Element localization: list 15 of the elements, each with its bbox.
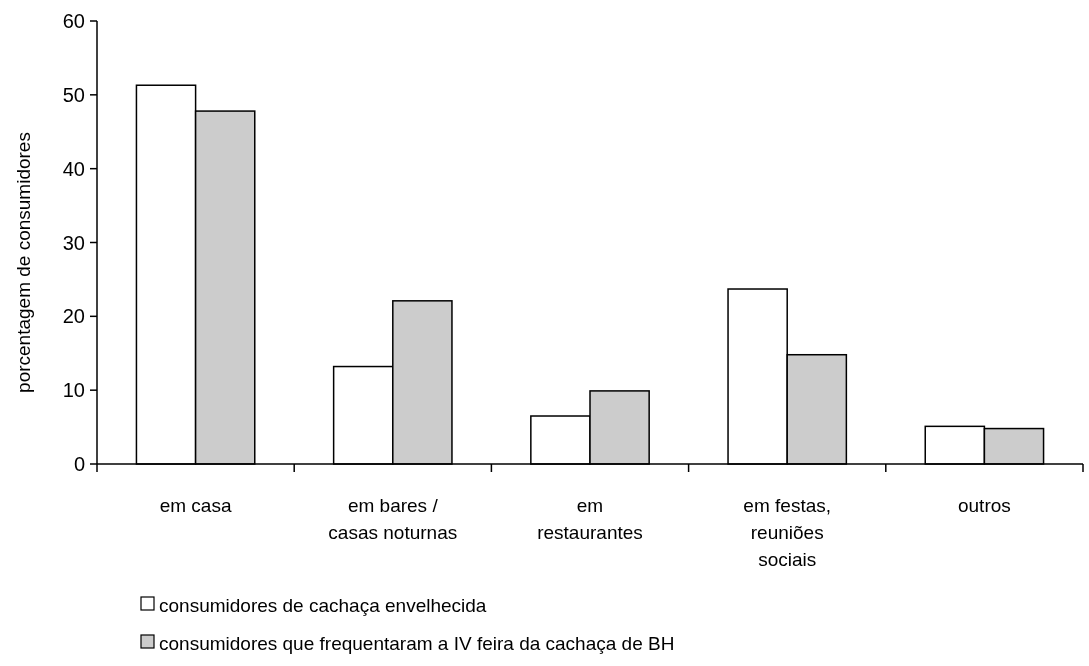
x-tick-label: em bares / casas noturnas — [328, 495, 458, 543]
x-tick-label: outros — [957, 495, 1011, 516]
y-tick-label: 60 — [62, 10, 85, 32]
legend-label: consumidores de cachaça envelhecida — [159, 594, 487, 616]
y-tick-label: 50 — [62, 83, 85, 106]
y-tick-label: 30 — [62, 231, 85, 254]
y-axis-title: porcentagem de consumidores — [13, 132, 34, 393]
x-tick-label: em casa — [159, 495, 232, 516]
y-tick-label: 20 — [62, 305, 85, 328]
y-tick-label: 0 — [73, 453, 85, 475]
legend-label: consumidores que frequentaram a IV feira da cachaça de BH — [159, 632, 675, 654]
x-tick-label: em restaurantes — [537, 495, 643, 543]
y-tick-label: 40 — [62, 157, 85, 180]
x-tick-label: em festas, reuniões sociais — [743, 495, 832, 570]
y-tick-label: 10 — [62, 379, 85, 402]
